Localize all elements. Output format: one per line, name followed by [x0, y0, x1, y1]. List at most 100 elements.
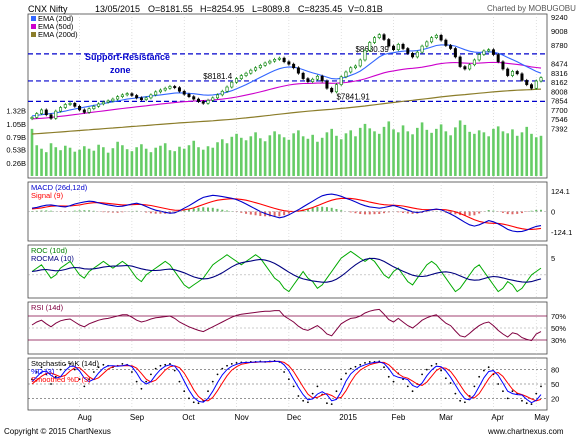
- volume-bar: [515, 135, 519, 176]
- volume-bar: [492, 128, 495, 176]
- volume-bar: [316, 141, 319, 176]
- candle-body: [496, 54, 500, 63]
- candle-body: [158, 89, 162, 93]
- volume-bar: [87, 148, 91, 176]
- macd-histogram-bar: [249, 211, 252, 215]
- volume-bar: [449, 135, 452, 176]
- candle-body: [320, 75, 324, 82]
- stoch-k-dot: [159, 364, 162, 367]
- macd-histogram-bar: [449, 211, 452, 214]
- volume-bar: [506, 133, 510, 176]
- volume-bar: [454, 127, 457, 176]
- volume-bar: [297, 130, 300, 176]
- x-axis-label: Sep: [130, 413, 145, 422]
- sr-label: $8630.39: [355, 45, 389, 54]
- stoch-k-dot: [88, 378, 90, 381]
- candle-body: [216, 94, 220, 99]
- roc-legend-label: ROC (10d): [31, 246, 68, 255]
- volume-bar: [477, 130, 481, 176]
- x-axis-label: Feb: [392, 413, 406, 422]
- candle-body: [449, 45, 453, 49]
- stoch-k-dot: [135, 380, 138, 383]
- macd-histogram-bar: [121, 211, 124, 213]
- date-label: 13/05/2015: [95, 4, 141, 14]
- candle-body: [168, 86, 172, 89]
- candle-body: [130, 93, 134, 96]
- macd-histogram-bar: [259, 211, 262, 216]
- volume-bar: [163, 143, 167, 176]
- candle-body: [315, 75, 319, 80]
- candle-body: [387, 39, 391, 47]
- volume-bar: [439, 124, 443, 176]
- volume-bar: [416, 127, 419, 176]
- volume-bar: [35, 145, 39, 176]
- macd-histogram-bar: [492, 210, 495, 212]
- stoch-k-dot: [349, 367, 352, 370]
- stoch-k-dot: [511, 390, 514, 393]
- volume-bar: [349, 130, 353, 176]
- low-label: L=8089.8: [252, 4, 290, 14]
- macd-histogram-bar: [349, 211, 352, 213]
- volume-bar: [197, 147, 200, 176]
- candle-body: [277, 57, 281, 60]
- volume-bar: [225, 143, 229, 176]
- rocma-line: [31, 257, 542, 283]
- price-tick-label: 8316: [551, 69, 568, 78]
- stoch-k-dot: [530, 403, 533, 406]
- candle-body: [463, 66, 467, 70]
- macd-histogram-bar: [468, 211, 471, 216]
- stoch-k-dot: [216, 373, 219, 376]
- roc-tick-label: 5: [551, 254, 555, 263]
- stoch-k-dot: [440, 369, 443, 372]
- stoch-k-dot: [392, 380, 395, 383]
- candle-body: [173, 86, 177, 88]
- macd-histogram-bar: [45, 210, 48, 212]
- candle-body: [111, 98, 115, 102]
- candle-body: [515, 71, 519, 75]
- macd-histogram-bar: [340, 210, 343, 212]
- volume-bar: [44, 152, 48, 176]
- volume-bar: [406, 131, 410, 176]
- macd-histogram-bar: [207, 207, 210, 212]
- volume-bar: [411, 134, 414, 176]
- volume-bar: [363, 123, 367, 176]
- volume-bar: [534, 137, 538, 176]
- volume-bar: [325, 132, 329, 176]
- volume-bar: [473, 133, 476, 176]
- candle-body: [35, 113, 39, 118]
- stoch-tick-label: 80: [551, 366, 559, 375]
- volume-bar: [178, 146, 181, 176]
- candle-body: [434, 34, 438, 38]
- macd-histogram-bar: [145, 211, 148, 213]
- macd-histogram-bar: [411, 211, 414, 214]
- stoch-k-dot: [183, 390, 186, 393]
- macd-histogram-bar: [363, 211, 366, 215]
- stoch-legend-label: %D (3): [31, 367, 55, 376]
- volume-bar: [249, 136, 253, 176]
- macd-histogram-bar: [278, 211, 281, 217]
- stoch-k-dot: [435, 362, 438, 365]
- candle-body: [263, 62, 267, 66]
- candle-body: [59, 107, 63, 112]
- macd-histogram-bar: [40, 210, 43, 212]
- macd-histogram-bar: [216, 208, 219, 212]
- macd-histogram-bar: [283, 211, 286, 216]
- candle-body: [101, 101, 105, 105]
- footer-url: www.chartnexus.com: [488, 427, 564, 436]
- macd-histogram-bar: [240, 211, 243, 213]
- macd-histogram-bar: [373, 211, 376, 215]
- volume-bar: [211, 147, 215, 176]
- rsi-tick-label: 30%: [551, 336, 566, 345]
- candle-body: [54, 110, 58, 119]
- candle-body: [68, 102, 72, 105]
- candle-body: [149, 94, 153, 99]
- stoch-k-dot: [463, 401, 466, 404]
- volume-bar: [530, 133, 533, 176]
- stoch-tick-label: 20: [551, 394, 559, 403]
- volume-tick-label: 1.05B: [6, 120, 26, 129]
- ema200-line: [31, 88, 542, 135]
- candle-body: [282, 57, 286, 63]
- candle-body: [353, 65, 357, 69]
- volume-bar: [425, 129, 429, 176]
